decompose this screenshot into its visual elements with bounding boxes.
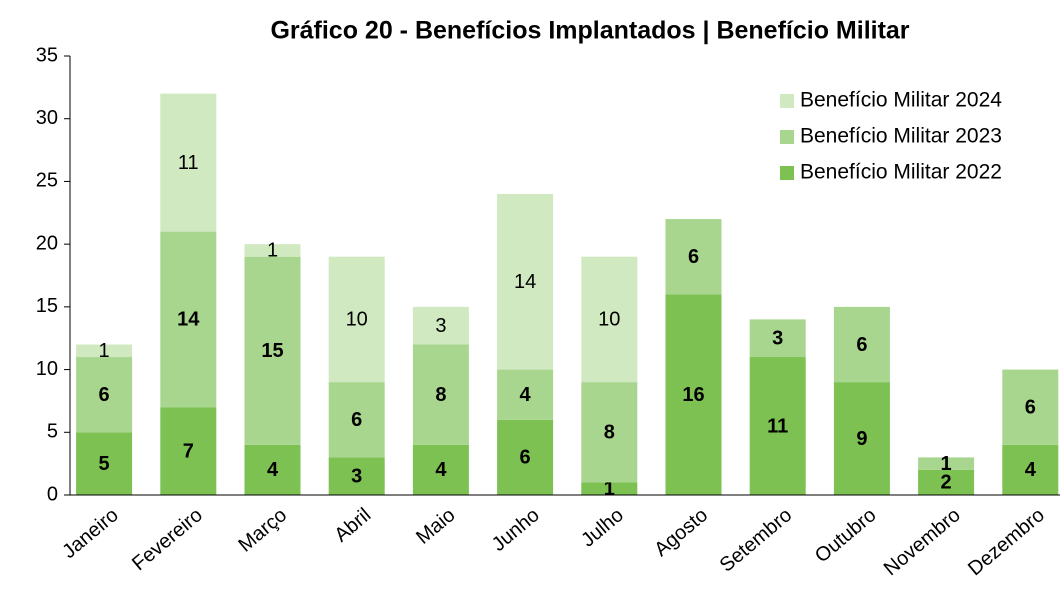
- bar-segment: [160, 231, 217, 408]
- bar-segment: [833, 306, 890, 383]
- x-tick-label: Agosto: [650, 504, 712, 561]
- data-label: 14: [514, 271, 536, 293]
- bar-segment: [244, 244, 301, 257]
- y-tick-label: 0: [47, 483, 58, 505]
- y-tick-label: 35: [36, 44, 58, 66]
- bar-segment: [244, 256, 301, 445]
- bar-segment: [76, 357, 133, 433]
- bar-segment: [160, 407, 217, 495]
- bar-segment: [749, 357, 806, 495]
- bar-segment: [581, 482, 638, 495]
- bar-segment: [665, 219, 722, 295]
- data-label: 6: [688, 246, 699, 268]
- data-label: 1: [99, 340, 110, 362]
- data-label: 5: [99, 453, 110, 475]
- chart-title: Gráfico 20 - Benefícios Implantados | Be…: [270, 17, 909, 45]
- bar-segment: [328, 382, 385, 458]
- bar-segment: [76, 344, 133, 358]
- data-label: 6: [99, 384, 110, 406]
- bar-segment: [244, 444, 301, 495]
- data-label: 7: [183, 440, 194, 462]
- data-label: 11: [178, 152, 199, 174]
- legend-label: Benefício Militar 2024: [800, 89, 1002, 112]
- bar-segment: [328, 457, 385, 495]
- legend-label: Benefício Militar 2023: [800, 125, 1002, 148]
- bar-segment: [497, 193, 554, 370]
- bar-segment: [833, 382, 890, 495]
- bar-segment: [918, 457, 975, 470]
- bar-segment: [1002, 369, 1059, 445]
- x-tick-label: Abril: [331, 504, 376, 547]
- y-tick-label: 15: [36, 295, 58, 317]
- data-label: 6: [351, 409, 362, 431]
- x-tick-label: Julho: [577, 504, 628, 552]
- data-label: 1: [267, 240, 278, 262]
- data-label: 6: [856, 334, 867, 356]
- bar-segment: [76, 432, 133, 495]
- bar-segment: [918, 469, 975, 495]
- legend-swatch: [780, 130, 794, 144]
- bar-segment: [749, 319, 806, 358]
- x-tick-label: Janeiro: [58, 504, 122, 563]
- data-label: 4: [435, 459, 447, 481]
- data-label: 1: [604, 478, 615, 500]
- bar-segment: [1002, 444, 1059, 495]
- legend-swatch: [780, 166, 794, 180]
- x-tick-label: Dezembro: [964, 504, 1049, 580]
- bar-segment: [412, 306, 469, 345]
- bar-segment: [581, 256, 638, 383]
- bar-segment: [160, 93, 217, 232]
- x-tick-label: Março: [234, 504, 291, 557]
- y-tick-label: 10: [36, 358, 58, 380]
- data-label: 6: [520, 447, 531, 469]
- data-label: 4: [267, 459, 279, 481]
- data-label: 9: [856, 428, 867, 450]
- data-label: 15: [261, 340, 283, 362]
- y-tick-label: 20: [36, 232, 58, 254]
- bar-segment: [497, 369, 554, 420]
- bar-segment: [412, 444, 469, 495]
- data-label: 14: [177, 309, 200, 331]
- legend-label: Benefício Militar 2022: [800, 161, 1002, 184]
- bar-segment: [412, 344, 469, 445]
- data-label: 4: [1025, 459, 1037, 481]
- legend-swatch: [780, 94, 794, 108]
- data-label: 8: [604, 422, 615, 444]
- bar-segment: [581, 382, 638, 483]
- data-label: 2: [941, 472, 952, 494]
- data-label: 3: [772, 327, 783, 349]
- x-tick-label: Outubro: [811, 504, 881, 567]
- data-label: 16: [682, 384, 704, 406]
- data-label: 11: [767, 415, 788, 437]
- bar-segment: [497, 419, 554, 495]
- data-label: 3: [351, 465, 362, 487]
- data-label: 10: [346, 309, 368, 331]
- data-label: 4: [520, 384, 532, 406]
- bar-segment: [328, 256, 385, 383]
- x-tick-label: Fevereiro: [128, 504, 207, 575]
- x-tick-label: Setembro: [716, 504, 797, 577]
- data-label: 10: [598, 309, 620, 331]
- bar-segment: [665, 294, 722, 495]
- y-tick-label: 30: [36, 107, 58, 129]
- data-label: 3: [435, 315, 446, 337]
- data-label: 6: [1025, 396, 1036, 418]
- data-label: 8: [435, 384, 446, 406]
- data-label: 1: [941, 453, 952, 475]
- y-tick-label: 25: [36, 170, 58, 192]
- x-tick-label: Maio: [412, 504, 459, 549]
- y-tick-label: 5: [47, 421, 58, 443]
- x-tick-label: Junho: [488, 504, 544, 556]
- x-tick-label: Novembro: [880, 504, 965, 580]
